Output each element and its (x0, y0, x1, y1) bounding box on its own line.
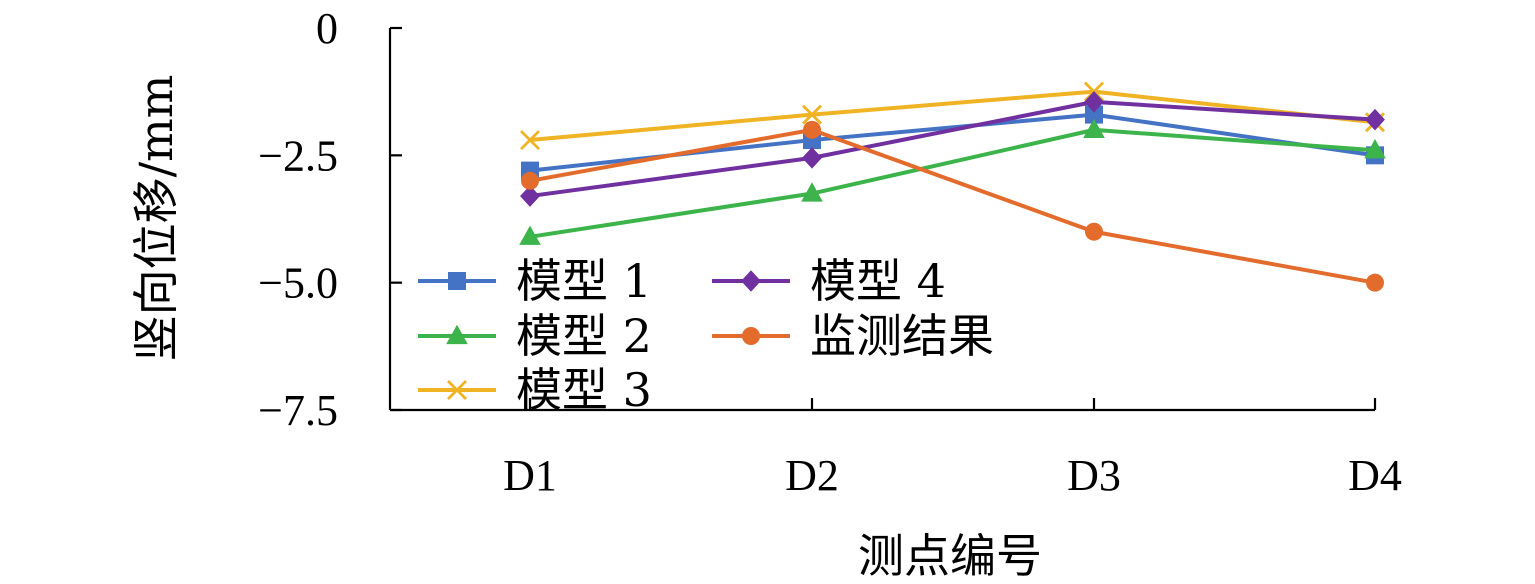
series-line (529, 127, 1376, 285)
y-tick-label: −7.5 (258, 386, 338, 435)
data-point (521, 171, 539, 190)
data-point (803, 120, 821, 139)
series-line (529, 89, 1376, 143)
legend-label: 模型 1 (516, 254, 652, 308)
legend-marker (742, 327, 760, 345)
legend-marker (448, 272, 466, 290)
axes: 0 −2.5 −5.0 −7.5 D1 D2 D3 D4 (258, 4, 1402, 500)
series-4 (520, 91, 1385, 207)
x-tick-label: D3 (1067, 451, 1121, 500)
legend-item: 监测结果 (712, 309, 994, 363)
series-5 (521, 120, 1384, 292)
legend-item: 模型 4 (712, 254, 946, 308)
x-tick-label: D1 (503, 451, 557, 500)
data-point (1083, 118, 1105, 138)
legend-label: 模型 2 (516, 309, 652, 363)
legend-marker (741, 270, 761, 292)
data-point (519, 225, 541, 245)
legend-label: 监测结果 (810, 309, 994, 363)
x-tick-label: D4 (1348, 451, 1402, 500)
legend-item: 模型 3 (418, 363, 652, 417)
y-tick-label: 0 (316, 4, 338, 53)
series-layer (519, 81, 1386, 292)
data-point (1085, 222, 1103, 241)
y-tick-label: −2.5 (258, 131, 338, 180)
legend-marker (447, 380, 467, 400)
series-2 (519, 118, 1386, 245)
data-point (802, 104, 822, 125)
legend-label: 模型 3 (516, 363, 652, 417)
legend-label: 模型 4 (810, 254, 946, 308)
data-point (1365, 108, 1385, 131)
x-axis-title: 测点编号 (858, 529, 1042, 583)
legend-marker (446, 324, 468, 345)
series-line (529, 99, 1376, 199)
data-point (1364, 138, 1386, 159)
legend-item: 模型 1 (418, 254, 652, 308)
series-line (529, 127, 1376, 239)
data-point (802, 147, 822, 169)
y-tick-label: −5.0 (258, 259, 338, 308)
legend-item: 模型 2 (418, 309, 652, 363)
data-point (1085, 105, 1103, 124)
data-point (1084, 91, 1104, 113)
data-point (520, 130, 540, 151)
x-tick-label: D2 (785, 451, 839, 500)
y-axis-title: 竖向位移/mm (129, 75, 183, 362)
data-point (520, 185, 540, 207)
data-point (1366, 273, 1384, 292)
data-point (801, 182, 823, 202)
